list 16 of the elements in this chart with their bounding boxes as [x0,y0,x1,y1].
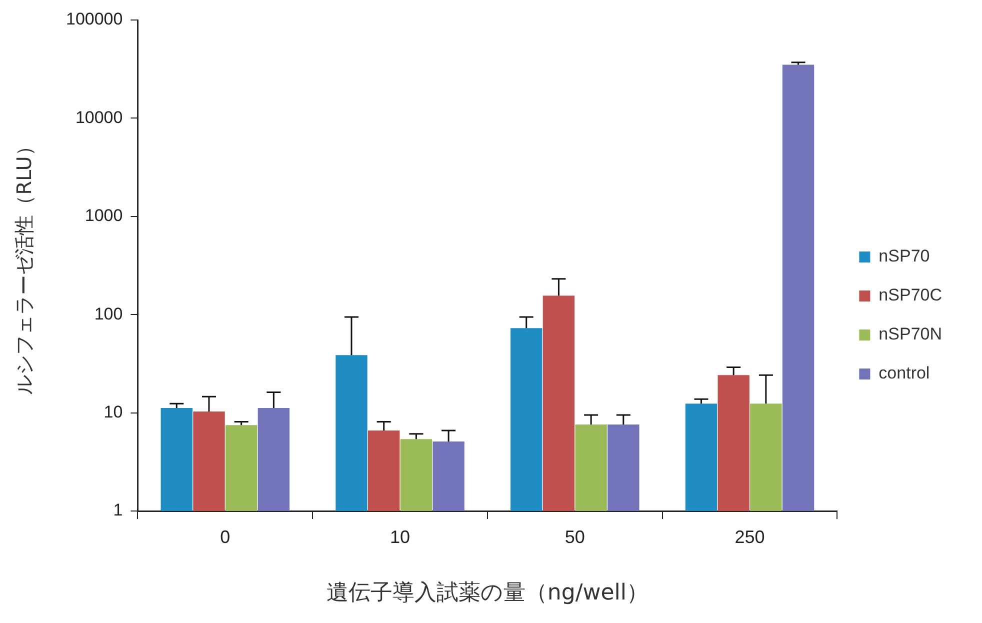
x-tick-label: 250 [734,526,765,547]
legend-label: nSP70 [878,246,930,266]
legend-label: control [878,364,930,383]
x-tick-label: 0 [220,526,230,547]
y-tick-label: 1000 [84,206,123,226]
x-tick-label: 10 [390,526,410,547]
x-tick-label: 50 [564,526,585,547]
y-tick-label: 10 [104,402,123,422]
x-axis-title: 遺伝子導入試薬の量（ng/well） [326,580,648,606]
legend-label: nSP70C [878,286,942,305]
y-tick-label: 100000 [66,10,123,29]
y-axis-title: ルシフェラーゼ活性（RLU） [12,136,36,395]
y-tick-label: 1 [113,500,123,520]
y-tick-label: 100 [94,304,123,324]
legend-label: nSP70N [878,324,942,344]
y-tick-label: 10000 [75,108,123,127]
